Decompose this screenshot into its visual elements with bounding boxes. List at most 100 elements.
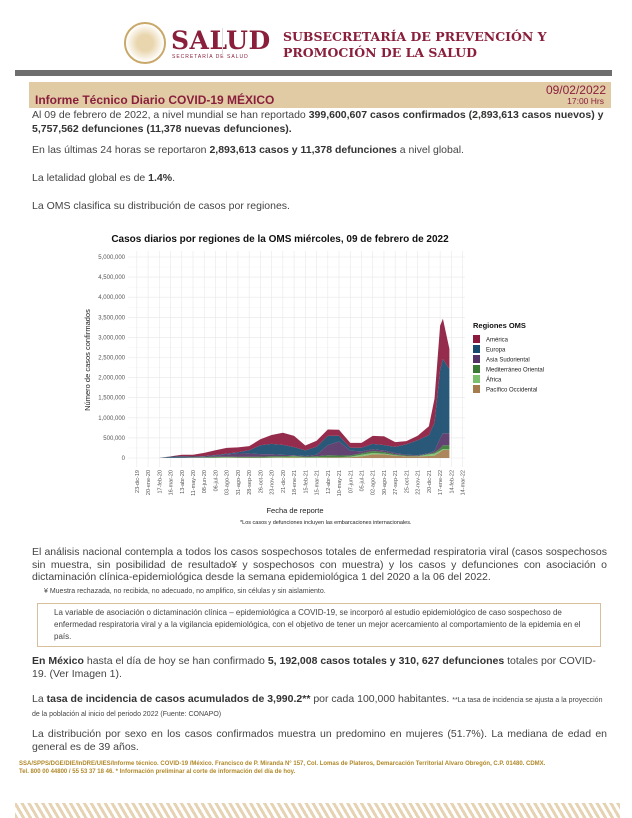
x-tick-label: 07-jun-21 xyxy=(348,470,354,493)
y-tick-label: 500,000 xyxy=(103,436,125,442)
text: a nivel global. xyxy=(396,144,464,156)
oms-regions-chart: Casos diarios por regiones de la OMS mié… xyxy=(83,234,544,526)
paragraph-letalidad: La letalidad global es de 1.4%. xyxy=(32,171,607,185)
legend-swatch xyxy=(473,345,480,353)
chart-grid xyxy=(128,251,465,467)
text: La xyxy=(32,692,47,705)
x-tick-label: 23-nov-20 xyxy=(270,470,276,495)
legend-label: África xyxy=(486,377,502,384)
x-axis: 23-dic-19 20-ene-20 17-feb-20 16-mar-20 13-a… xyxy=(135,470,467,496)
text: hasta el día de hoy se han confirmado xyxy=(83,654,268,667)
x-tick-label: 15-mar-21 xyxy=(315,470,321,495)
x-tick-label: 25-oct-21 xyxy=(404,470,410,493)
footnote-muestra: ¥ Muestra rechazada, no recibida, no ade… xyxy=(44,587,326,595)
paragraph-mexico: En México hasta el día de hoy se han con… xyxy=(32,655,607,681)
x-tick-label: 14-mar-22 xyxy=(461,470,467,495)
subsecretaria-title: SUBSECRETARÍA DE PREVENCIÓN Y PROMOCIÓN … xyxy=(283,29,547,61)
x-tick-label: 18-ene-21 xyxy=(292,470,298,495)
area-américa xyxy=(159,318,450,458)
x-tick-label: 27-sep-21 xyxy=(393,470,399,495)
y-tick-label: 1,500,000 xyxy=(98,396,125,402)
footer-line2: Tel. 800 00 44800 / 55 53 37 18 46. * In… xyxy=(19,768,296,775)
y-tick-label: 2,000,000 xyxy=(98,376,125,382)
bold-text: 399,600,607 casos confirmados (2,893,613… xyxy=(32,109,604,135)
note-box: La variable de asociación o dictaminació… xyxy=(37,602,601,647)
header-bar xyxy=(15,70,612,76)
x-tick-label: 20-dic-21 xyxy=(427,470,433,493)
x-tick-label: 31-ago-20 xyxy=(236,470,242,495)
area-europa xyxy=(159,358,450,458)
bold-text: En México xyxy=(32,654,84,667)
x-axis-label: Fecha de reporte xyxy=(266,506,323,515)
legend-label: Pacífico Occidental xyxy=(486,388,537,394)
legend-swatch xyxy=(473,385,480,393)
paragraph-analisis-nacional: El análisis nacional contempla a todos l… xyxy=(32,546,607,583)
x-tick-label: 08-jun-20 xyxy=(202,470,208,493)
x-tick-label: 20-ene-20 xyxy=(146,470,152,495)
area-pacífico-occidental xyxy=(159,450,450,458)
x-tick-label: 11-may-20 xyxy=(191,470,197,496)
report-date: 09/02/2022 xyxy=(545,83,606,97)
bold-text: 2,893,613 casos y 11,378 defunciones xyxy=(209,144,397,156)
x-tick-label: 21-dic-20 xyxy=(281,470,287,493)
legend-swatch xyxy=(473,365,480,373)
x-tick-label: 17-feb-20 xyxy=(157,470,163,494)
x-tick-label: 14-feb-22 xyxy=(449,470,455,494)
legend-swatch xyxy=(473,335,480,343)
legend-swatch xyxy=(473,375,480,383)
chart-title: Casos diarios por regiones de la OMS mié… xyxy=(111,234,449,245)
decorative-footer-pattern xyxy=(15,803,620,818)
paragraph-global-summary: Al 09 de febrero de 2022, a nivel mundia… xyxy=(32,108,607,136)
legend-label: Europa xyxy=(486,348,506,354)
y-axis: 0 500,000 1,000,000 1,500,000 2,000,000 2,500… xyxy=(98,255,125,462)
legend-swatch xyxy=(473,355,480,363)
footer: SSA/SPPS/DGE/DIE/InDRE/UIES/Informe técn… xyxy=(19,760,619,776)
y-axis-label: Número de casos confirmados xyxy=(83,309,92,411)
paragraph-incidencia: La tasa de incidencia de casos acumulado… xyxy=(32,693,607,721)
y-tick-label: 3,000,000 xyxy=(98,335,125,341)
bold-text: 1.4% xyxy=(148,172,173,184)
paragraph-24h: En las últimas 24 horas se reportaron 2,… xyxy=(32,143,607,157)
x-tick-label: 17-ene-22 xyxy=(438,470,444,495)
x-tick-label: 23-dic-19 xyxy=(135,470,141,493)
subsecretaria-line2: PROMOCIÓN DE LA SALUD xyxy=(283,45,477,60)
legend-label: Asia Sudoriental xyxy=(486,358,530,364)
footnote-incidencia: **La tasa de incidencia se ajusta a la p… xyxy=(32,696,603,718)
y-tick-label: 2,500,000 xyxy=(98,356,125,362)
header-divider xyxy=(222,28,223,56)
text: En las últimas 24 horas se reportaron xyxy=(32,144,210,156)
x-tick-label: 12-abr-21 xyxy=(326,470,332,494)
subsecretaria-line1: SUBSECRETARÍA DE PREVENCIÓN Y xyxy=(283,29,547,44)
x-tick-label: 13-abr-20 xyxy=(180,470,186,494)
x-tick-label: 28-sep-20 xyxy=(247,470,253,495)
chart-legend: América Europa Asia Sudoriental Mediterráne… xyxy=(473,335,544,394)
report-title: Informe Técnico Diario COVID-19 MÉXICO xyxy=(35,93,275,107)
text: La letalidad global es de xyxy=(32,172,149,184)
x-tick-label: 03-ago-20 xyxy=(225,470,231,495)
chart-note: *Los casos y defunciones incluyen las em… xyxy=(240,520,412,526)
x-tick-label: 06-jul-20 xyxy=(213,470,219,491)
legend-title: Regiones OMS xyxy=(473,321,526,330)
legend-label: América xyxy=(486,338,509,344)
report-time: 17:00 Hrs xyxy=(567,96,604,106)
text: . xyxy=(172,172,176,184)
footer-line1: SSA/SPPS/DGE/DIE/InDRE/UIES/Informe técn… xyxy=(19,760,546,767)
x-tick-label: 05-jul-21 xyxy=(359,470,365,491)
legend-label: Mediterráneo Oriental xyxy=(486,368,544,374)
paragraph-distribucion-sexo: La distribución por sexo en los casos co… xyxy=(32,727,607,753)
y-tick-label: 5,000,000 xyxy=(98,255,125,261)
coat-of-arms-logo xyxy=(124,22,166,64)
text: totales por COVID-19. (Ver Imagen 1). xyxy=(32,654,596,680)
lower-section: El análisis nacional contempla a todos l… xyxy=(19,546,607,776)
y-tick-label: 3,500,000 xyxy=(98,315,125,321)
text: Al 09 de febrero de 2022, a nivel mundia… xyxy=(32,109,309,121)
brand-logo-text: SALUD xyxy=(171,26,271,55)
y-tick-label: 1,000,000 xyxy=(98,416,125,422)
chart-areas xyxy=(159,318,450,458)
bold-text: tasa de incidencia de casos acumulados d… xyxy=(46,692,311,705)
brand-subtitle: SECRETARÍA DE SALUD xyxy=(172,54,249,60)
y-tick-label: 0 xyxy=(122,456,126,462)
paragraph-oms: La OMS clasifica su distribución de caso… xyxy=(32,200,290,212)
x-tick-label: 22-nov-21 xyxy=(416,470,422,495)
